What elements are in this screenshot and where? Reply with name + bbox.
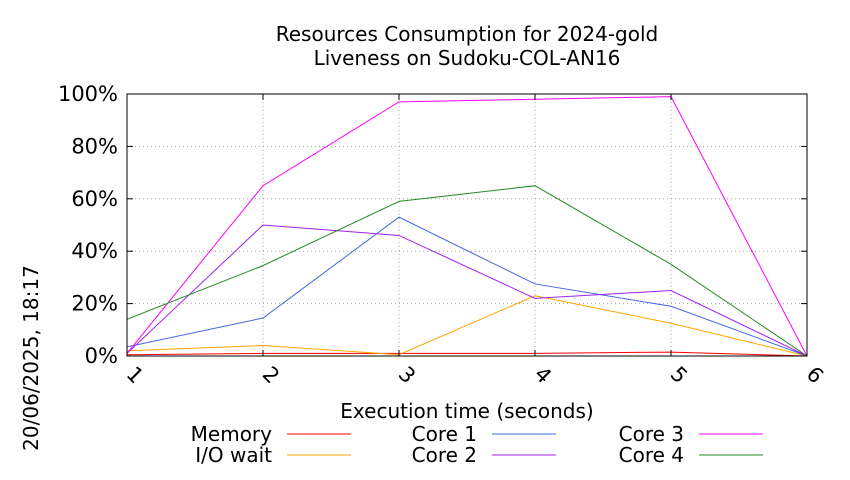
legend-label-core-4: Core 4 <box>619 443 684 467</box>
side-timestamp-label: 20/06/2025, 18:17 <box>19 265 43 451</box>
x-tick-label: 4 <box>530 362 556 388</box>
chart-title-line2: Liveness on Sudoku-COL-AN16 <box>314 46 621 70</box>
tick-layer: 0% 20% 40% 60% 80% 100% 1 2 3 4 5 6 <box>58 82 828 388</box>
x-tick-label: 1 <box>122 362 148 388</box>
x-tick-label: 5 <box>666 362 692 388</box>
y-tick-label: 0% <box>85 344 118 368</box>
y-tick-label: 80% <box>71 134 118 158</box>
x-tick-label: 2 <box>258 362 284 388</box>
legend-label-core-2: Core 2 <box>412 443 477 467</box>
series-layer <box>126 96 808 357</box>
series-line-core-1 <box>126 216 808 357</box>
y-tick-label: 20% <box>71 292 118 316</box>
legend-label-memory: Memory <box>191 422 273 446</box>
y-tick-label: 100% <box>58 82 118 106</box>
x-tick-label: 3 <box>394 362 420 388</box>
y-tick-label: 60% <box>71 187 118 211</box>
series-line-core-2 <box>126 224 808 357</box>
series-line-memory <box>126 351 808 357</box>
chart-title-line1: Resources Consumption for 2024-gold <box>276 22 658 46</box>
x-tick-label: 6 <box>802 362 828 388</box>
plot-frame <box>126 93 808 357</box>
legend-label-core-3: Core 3 <box>619 422 684 446</box>
grid-layer <box>127 94 807 356</box>
series-line-core-3 <box>126 96 808 357</box>
legend-label-core-1: Core 1 <box>412 422 477 446</box>
series-line-i-o-wait <box>126 295 808 357</box>
legend-label-i-o-wait: I/O wait <box>195 443 272 467</box>
x-axis-label: Execution time (seconds) <box>340 399 593 423</box>
y-tick-label: 40% <box>71 239 118 263</box>
series-line-core-4 <box>126 185 808 357</box>
